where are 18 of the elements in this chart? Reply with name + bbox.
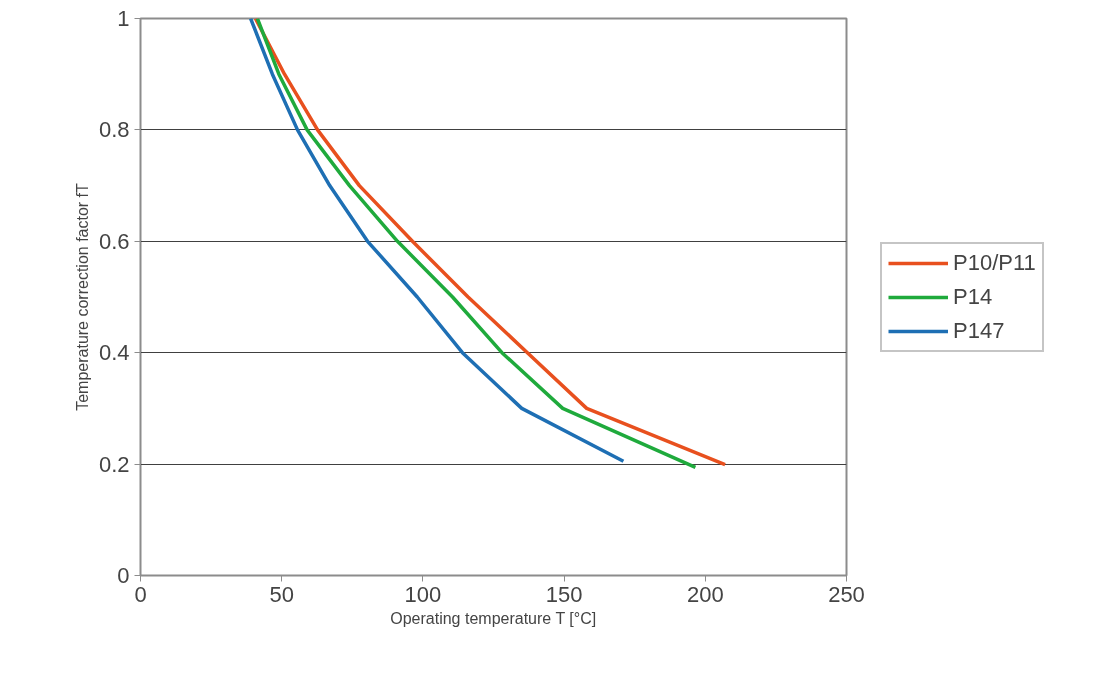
- y-tick-label: 0.4: [98, 340, 130, 366]
- x-tick-label: 200: [686, 581, 724, 607]
- legend-label: P10/P11: [953, 249, 1036, 276]
- legend-label: P147: [953, 317, 1005, 344]
- line-series: [248, 18, 626, 464]
- y-tick-label: 0.8: [98, 117, 130, 143]
- x-tick-label: 150: [545, 581, 583, 607]
- y-tick-label: 1: [117, 6, 130, 31]
- x-tick-label: 250: [828, 581, 865, 607]
- x-tick-label: 100: [404, 581, 442, 607]
- y-tick-label: 0.6: [98, 228, 130, 254]
- x-tick-label: 50: [269, 581, 294, 607]
- y-tick-label: 0: [117, 563, 130, 588]
- x-axis-title: Operating temperature T [°C]: [390, 609, 597, 627]
- y-tick-label: 0.2: [98, 451, 130, 477]
- legend-label: P14: [953, 283, 993, 310]
- y-axis-title: Temperature correction factor fT: [73, 182, 91, 411]
- x-tick-label: 0: [134, 581, 147, 607]
